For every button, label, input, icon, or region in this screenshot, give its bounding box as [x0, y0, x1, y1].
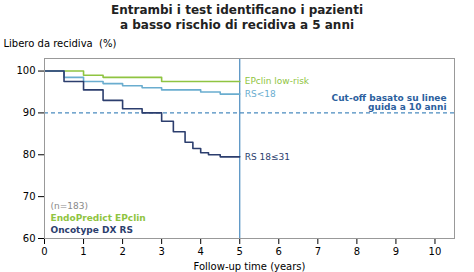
- svg-text:90: 90: [23, 107, 36, 118]
- svg-text:(n=183): (n=183): [51, 201, 88, 211]
- svg-text:Oncotype DX RS: Oncotype DX RS: [51, 225, 133, 235]
- svg-text:Follow-up time (years): Follow-up time (years): [194, 261, 306, 272]
- svg-text:RS 18≤31: RS 18≤31: [245, 152, 290, 162]
- svg-text:2: 2: [119, 246, 125, 257]
- svg-text:100: 100: [16, 65, 35, 76]
- svg-text:RS<18: RS<18: [245, 89, 276, 99]
- svg-text:7: 7: [315, 246, 321, 257]
- svg-text:5: 5: [237, 246, 243, 257]
- svg-text:Cut-off basato su lineeguida a: Cut-off basato su lineeguida a 10 anni: [332, 93, 447, 112]
- svg-text:60: 60: [23, 233, 36, 244]
- svg-text:EndoPredict EPclin: EndoPredict EPclin: [51, 213, 146, 223]
- svg-text:Libero da recidiva (%): Libero da recidiva (%): [4, 38, 117, 49]
- svg-text:EPclin low-risk: EPclin low-risk: [245, 76, 310, 86]
- svg-text:1: 1: [80, 246, 86, 257]
- svg-text:8: 8: [354, 246, 360, 257]
- svg-text:9: 9: [393, 246, 399, 257]
- svg-text:0: 0: [41, 246, 47, 257]
- svg-text:4: 4: [198, 246, 204, 257]
- svg-text:10: 10: [429, 246, 442, 257]
- html-text:Entrambi i test identificano i: Entrambi i test identificano i pazienti …: [111, 3, 363, 32]
- svg-text:3: 3: [158, 246, 164, 257]
- svg-text:70: 70: [23, 191, 36, 202]
- svg-text:6: 6: [276, 246, 282, 257]
- svg-text:80: 80: [23, 149, 36, 160]
